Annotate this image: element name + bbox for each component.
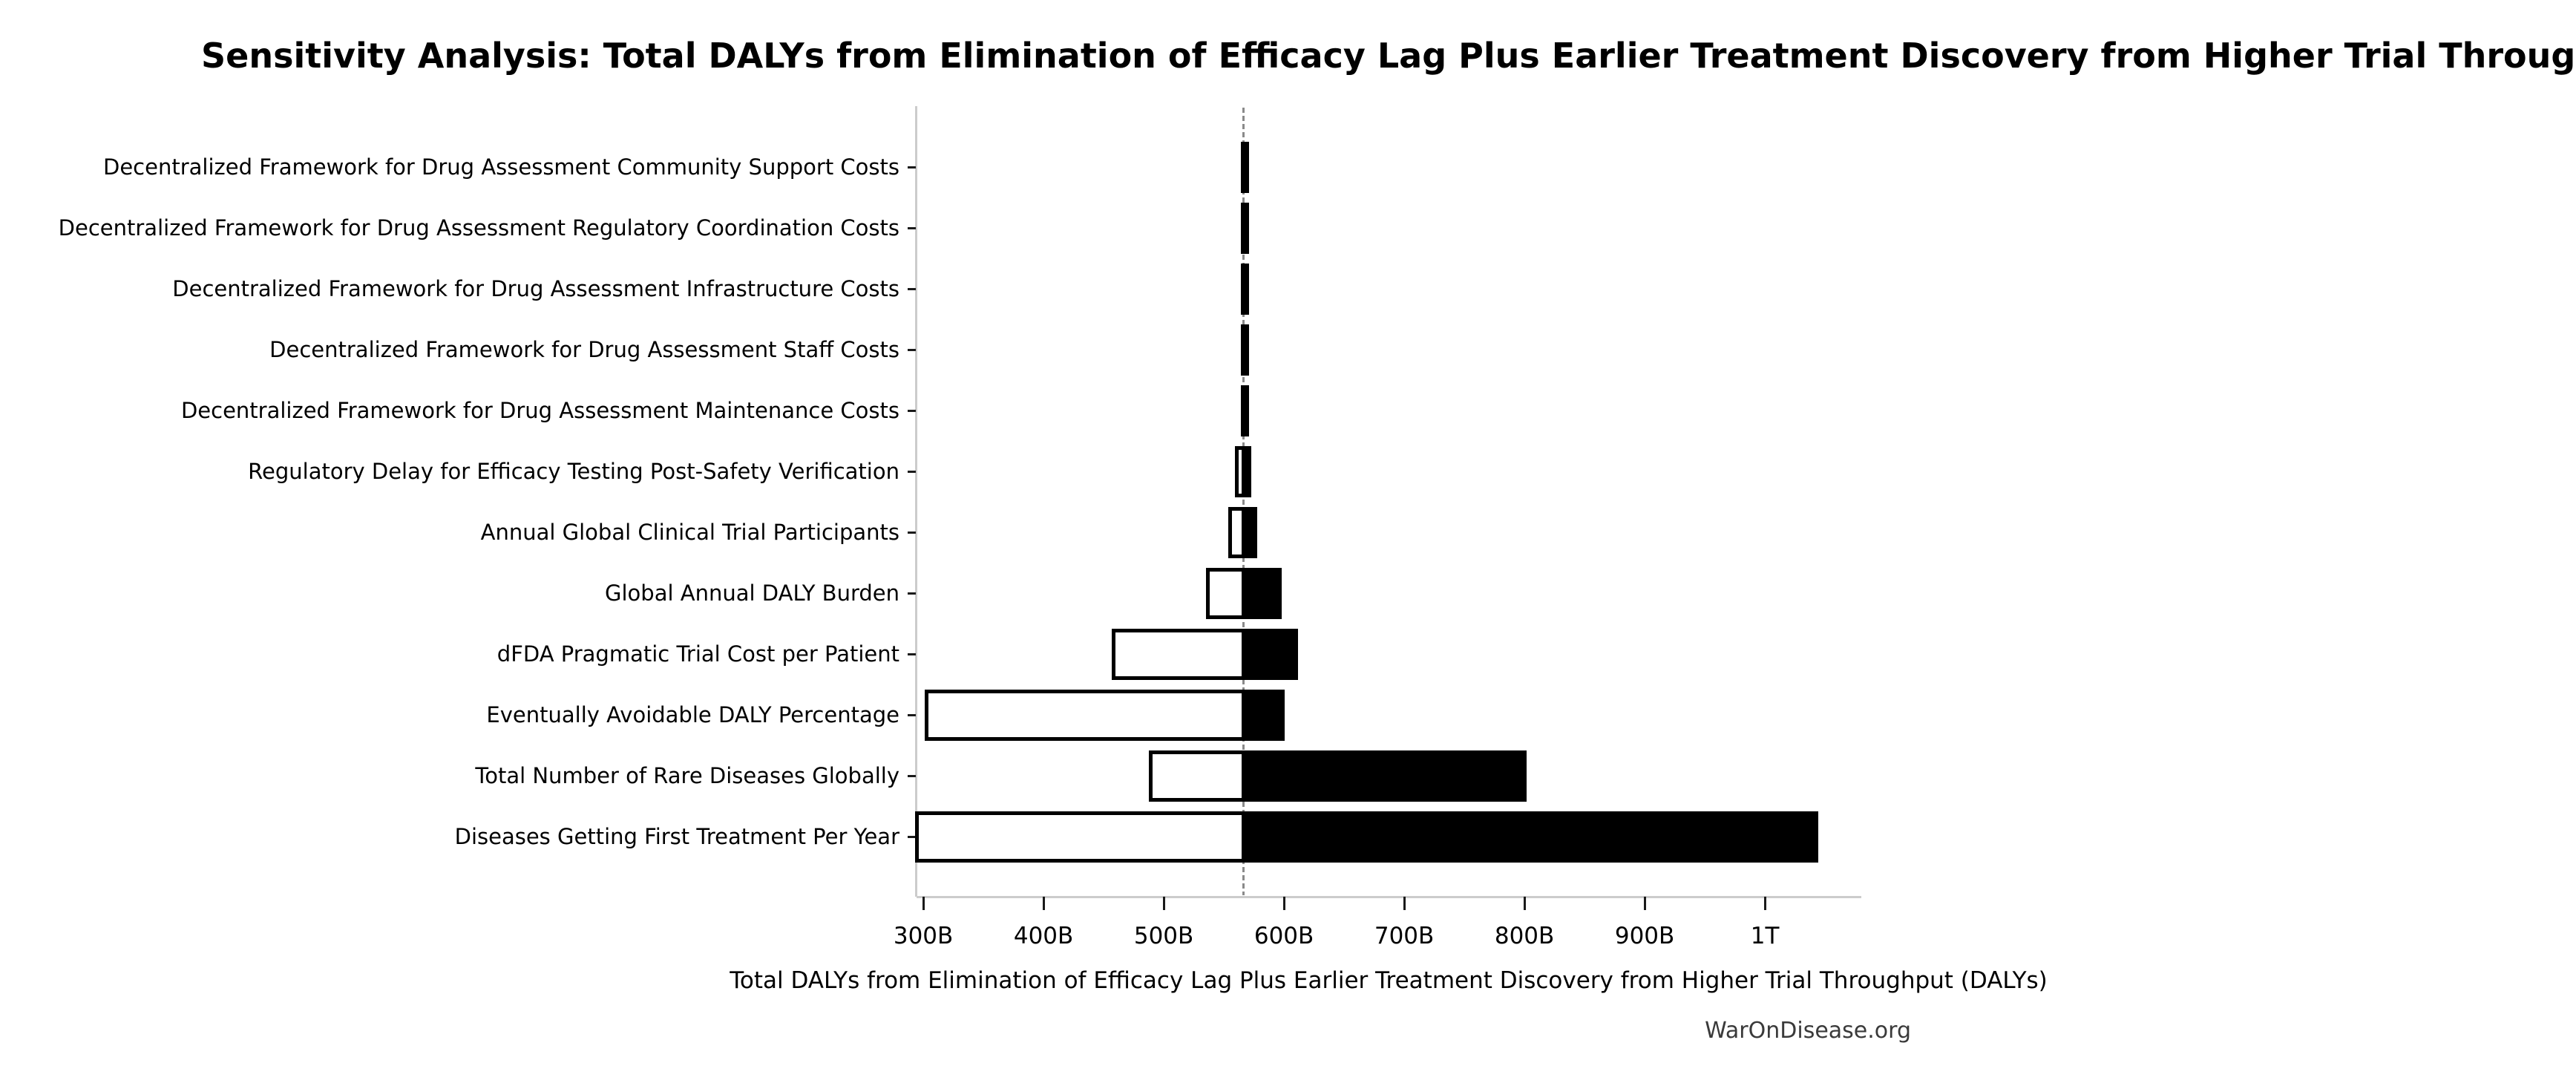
bar-high-segment — [1242, 750, 1527, 802]
x-tick-mark — [1403, 897, 1406, 910]
bar-high-segment — [1242, 811, 1819, 863]
x-tick-label: 600B — [1253, 923, 1314, 949]
y-axis-label: Global Annual DALY Burden — [605, 580, 899, 606]
x-tick-mark — [1763, 897, 1766, 910]
bar-high-segment — [1242, 324, 1250, 376]
y-tick-mark — [908, 470, 916, 473]
bar-high-segment — [1242, 567, 1282, 619]
y-axis-label: Eventually Avoidable DALY Percentage — [486, 702, 899, 727]
x-tick-mark — [1042, 897, 1045, 910]
x-tick-label: 800B — [1494, 923, 1555, 949]
y-tick-mark — [908, 409, 916, 412]
bar-high-segment — [1242, 689, 1285, 741]
x-tick-mark — [1523, 897, 1526, 910]
y-axis-label: Annual Global Clinical Trial Participant… — [480, 520, 899, 545]
x-tick-mark — [1162, 897, 1165, 910]
bar-low-segment — [1205, 567, 1246, 619]
bar-high-segment — [1242, 385, 1250, 436]
y-axis-label: Decentralized Framework for Drug Assessm… — [180, 398, 899, 423]
bar-low-segment — [1148, 750, 1246, 802]
bar-high-segment — [1242, 141, 1250, 193]
bar-high-segment — [1242, 202, 1250, 254]
x-tick-mark — [1282, 897, 1285, 910]
y-tick-mark — [908, 713, 916, 716]
x-axis-title: Total DALYs from Elimination of Efficacy… — [730, 967, 2048, 994]
y-axis-label: Regulatory Delay for Efficacy Testing Po… — [248, 459, 899, 484]
x-tick-label: 1T — [1750, 923, 1780, 949]
y-tick-mark — [908, 226, 916, 229]
x-tick-label: 300B — [893, 923, 954, 949]
y-axis-label: dFDA Pragmatic Trial Cost per Patient — [496, 641, 899, 667]
bar-low-segment — [925, 689, 1246, 741]
baseline-dashed-line — [1242, 108, 1245, 895]
y-axis-label: Decentralized Framework for Drug Assessm… — [172, 276, 899, 301]
y-axis-label: Total Number of Rare Diseases Globally — [475, 763, 899, 788]
bar-high-segment — [1242, 628, 1298, 680]
y-axis-label: Decentralized Framework for Drug Assessm… — [103, 154, 899, 180]
y-tick-mark — [908, 835, 916, 838]
x-tick-label: 500B — [1133, 923, 1194, 949]
y-tick-mark — [908, 287, 916, 290]
y-tick-mark — [908, 531, 916, 534]
y-tick-mark — [908, 166, 916, 169]
y-axis-label: Decentralized Framework for Drug Assessm… — [269, 337, 899, 362]
x-axis-spine — [917, 896, 1861, 898]
y-tick-mark — [908, 774, 916, 777]
x-tick-label: 400B — [1013, 923, 1074, 949]
bar-high-segment — [1242, 506, 1257, 558]
y-tick-mark — [908, 592, 916, 595]
y-tick-mark — [908, 652, 916, 655]
chart-title: Sensitivity Analysis: Total DALYs from E… — [201, 36, 2576, 76]
y-axis-spine — [915, 106, 917, 897]
bar-high-segment — [1242, 263, 1250, 315]
plot-area — [914, 106, 1861, 898]
y-tick-mark — [908, 348, 916, 351]
x-tick-label: 700B — [1374, 923, 1435, 949]
bar-low-segment — [1111, 628, 1246, 680]
watermark-text: WarOnDisease.org — [1705, 1018, 1911, 1044]
x-tick-label: 900B — [1614, 923, 1675, 949]
x-tick-mark — [922, 897, 925, 910]
bar-high-segment — [1242, 445, 1252, 497]
x-tick-mark — [1643, 897, 1646, 910]
y-axis-label: Decentralized Framework for Drug Assessm… — [58, 215, 899, 241]
bar-low-segment — [914, 811, 1246, 863]
y-axis-label: Diseases Getting First Treatment Per Yea… — [454, 824, 899, 849]
